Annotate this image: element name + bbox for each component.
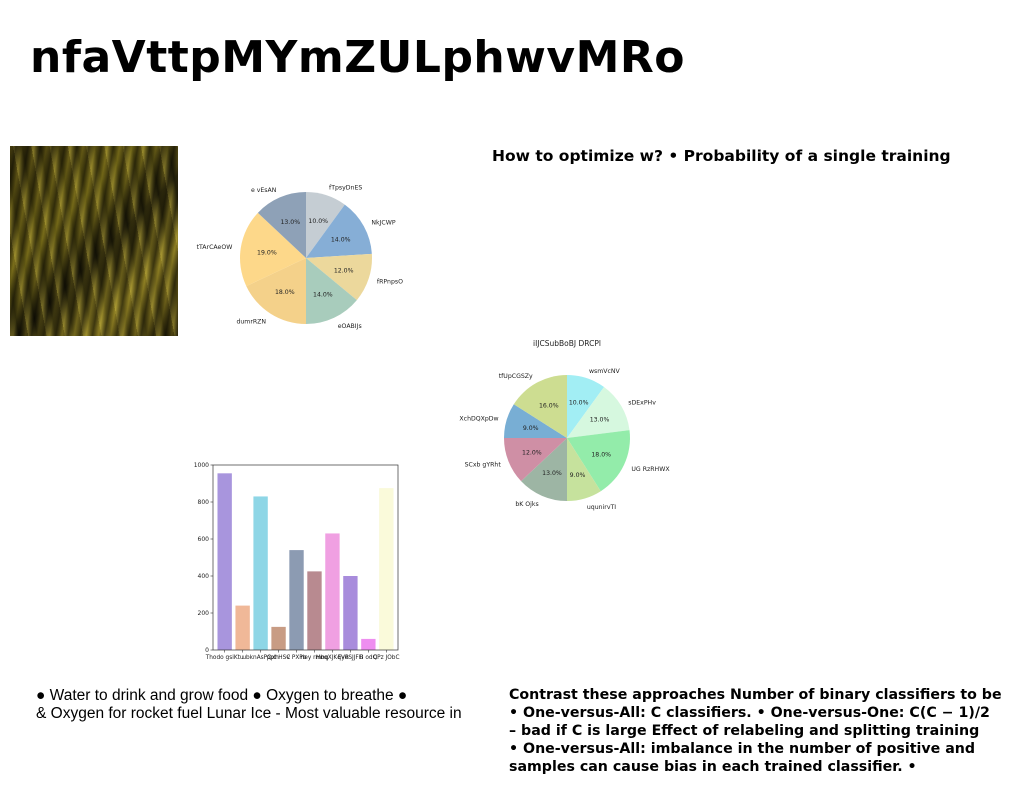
pie-value-label: 10.0% bbox=[569, 400, 589, 407]
classifier-bullets: Contrast these approaches Number of bina… bbox=[509, 686, 1021, 776]
pie-category-label: wsmVcNV bbox=[589, 368, 621, 375]
pie-value-label: 12.0% bbox=[334, 268, 354, 275]
y-tick-label: 600 bbox=[198, 536, 210, 543]
bar bbox=[343, 576, 358, 650]
bullet-line: ● Water to drink and grow food ● Oxygen … bbox=[36, 687, 408, 704]
pie-category-label: UG RzRHWX bbox=[631, 466, 670, 473]
y-tick-label: 400 bbox=[198, 573, 210, 580]
pie-slice bbox=[246, 258, 306, 324]
y-tick-label: 1000 bbox=[194, 462, 209, 469]
pie-slice bbox=[257, 192, 306, 258]
pie-slice bbox=[504, 404, 567, 438]
x-tick-label: HbqXJKqVB bbox=[316, 655, 349, 661]
x-tick-label: EyeSJJFH bbox=[338, 655, 363, 661]
pie-slice bbox=[306, 204, 372, 258]
pie-category-label: fTpsyDnES bbox=[329, 185, 362, 192]
pie-category-label: fRPnpsO bbox=[377, 279, 403, 286]
pie-category-label: NkJCWP bbox=[371, 220, 395, 227]
pie-category-label: SCxb gYRht bbox=[465, 462, 502, 469]
x-tick-label: ubknAsPQxh bbox=[242, 655, 279, 661]
x-tick-label: ppt HSC bbox=[267, 655, 291, 661]
pie-slice bbox=[513, 375, 567, 438]
pie-category-label: eOABIJs bbox=[338, 323, 362, 330]
pie-value-label: 19.0% bbox=[257, 249, 277, 256]
bullet-line: & Oxygen for rocket fuel Lunar Ice - Mos… bbox=[36, 705, 462, 722]
bullet-line: Contrast these approaches Number of bina… bbox=[509, 687, 1002, 703]
pie-value-label: 16.0% bbox=[539, 402, 559, 409]
abstract-gold-silk-photo bbox=[10, 146, 178, 336]
pie-slice bbox=[567, 430, 630, 492]
x-tick-label: Thodo gsiKtu bbox=[205, 655, 244, 661]
page-title: nfaVttpMYmZULphwvMRo bbox=[30, 32, 685, 83]
y-tick-label: 200 bbox=[198, 610, 210, 617]
pie-category-label: bK Ojks bbox=[515, 501, 538, 508]
pie-value-label: 18.0% bbox=[591, 452, 611, 459]
x-tick-label: B odQ bbox=[360, 655, 378, 661]
bar bbox=[271, 626, 286, 650]
pie-slice bbox=[567, 375, 605, 438]
x-tick-label: ney rmnq bbox=[301, 655, 329, 661]
bar bbox=[307, 571, 322, 650]
bar bbox=[235, 605, 250, 650]
bar bbox=[253, 496, 268, 650]
bullet-line: • One-versus-All: C classifiers. • One-v… bbox=[509, 705, 990, 721]
pie-slice bbox=[306, 192, 345, 258]
pie-value-label: 13.0% bbox=[280, 219, 300, 226]
bar bbox=[325, 533, 340, 650]
pie-slice bbox=[240, 212, 306, 287]
pie-category-label: dumrRZN bbox=[236, 318, 266, 325]
pie-value-label: 13.0% bbox=[542, 470, 562, 477]
bar bbox=[361, 638, 376, 650]
chart-title: iIJCSubBoBJ DRCPl bbox=[533, 339, 601, 348]
y-tick-label: 0 bbox=[205, 647, 209, 654]
pie-slice bbox=[504, 438, 567, 482]
pie-value-label: 14.0% bbox=[331, 236, 351, 243]
pie-slice bbox=[521, 438, 567, 501]
pie-value-label: 18.0% bbox=[275, 289, 295, 296]
pie-value-label: 9.0% bbox=[523, 425, 539, 432]
bullet-line: – bad if C is large Effect of relabeling… bbox=[509, 723, 980, 739]
pie-value-label: 10.0% bbox=[308, 218, 328, 225]
x-tick-label: v PXPb bbox=[287, 655, 307, 661]
pie-category-label: XchDQXpDw bbox=[459, 416, 498, 423]
pie-value-label: 9.0% bbox=[570, 472, 586, 479]
pie-value-label: 13.0% bbox=[590, 416, 610, 423]
bar bbox=[217, 473, 232, 650]
pie-category-label: sDExPHv bbox=[628, 399, 656, 406]
pie-slice bbox=[306, 258, 357, 324]
slide-heading: How to optimize w? • Probability of a si… bbox=[492, 147, 951, 165]
pie-category-label: tfUpCGSZy bbox=[499, 373, 533, 380]
lunar-ice-bullets: ● Water to drink and grow food ● Oxygen … bbox=[36, 687, 486, 723]
pie-category-label: tTArCAeOW bbox=[197, 244, 233, 251]
pie-chart-2: iIJCSubBoBJ DRCPl 10.0% wsmVcNV 13.0% sDExPH… bbox=[459, 339, 670, 511]
pie-slice bbox=[567, 387, 630, 438]
bar bbox=[289, 550, 304, 650]
bullet-line: • One-versus-All: imbalance in the numbe… bbox=[509, 741, 976, 757]
pie-category-label: e vEsAN bbox=[251, 187, 277, 194]
pie-value-label: 14.0% bbox=[313, 291, 333, 298]
bar bbox=[379, 488, 394, 650]
pie-slice bbox=[567, 438, 601, 501]
plot-frame bbox=[212, 464, 399, 651]
pie-category-label: uqunirvTI bbox=[587, 504, 616, 511]
bullet-line: samples can cause bias in each trained c… bbox=[509, 759, 917, 775]
pie-slice bbox=[306, 253, 372, 301]
y-tick-label: 800 bbox=[198, 499, 210, 506]
pie-chart-1: 10.0% fTpsyDnES 14.0% NkJCWP 12.0% fRPnpsO 14.… bbox=[197, 185, 404, 330]
pie-value-label: 12.0% bbox=[522, 449, 542, 456]
x-tick-label: CPz JObC bbox=[373, 655, 399, 661]
